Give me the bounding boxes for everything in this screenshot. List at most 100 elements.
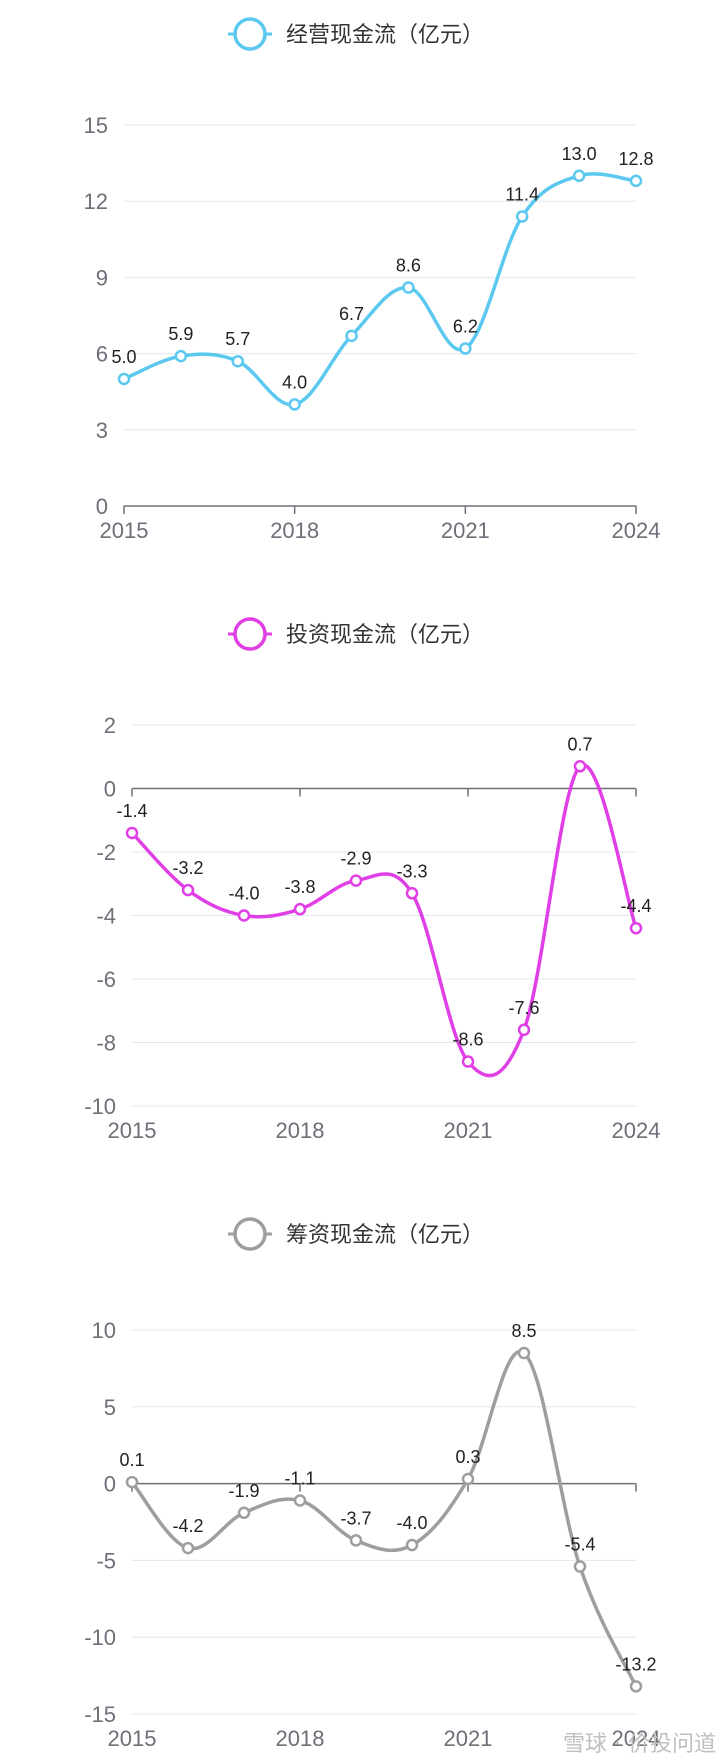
y-tick-label-3: -4 [96, 904, 116, 929]
data-label-5: 8.6 [396, 256, 421, 276]
data-point-1 [174, 349, 188, 363]
legend-label: 筹资现金流（亿元） [286, 1222, 484, 1247]
data-label-0: 0.1 [119, 1450, 144, 1470]
data-point-6 [461, 1472, 475, 1486]
data-label-6: 6.2 [453, 317, 478, 337]
y-tick-label-1: -10 [84, 1625, 116, 1650]
x-tick-label-2: 2021 [444, 1118, 493, 1143]
data-label-3: -1.1 [284, 1468, 315, 1488]
data-label-8: 13.0 [562, 144, 597, 164]
y-tick-label-2: -6 [96, 967, 116, 992]
y-tick-label-1: -8 [96, 1031, 116, 1056]
data-label-2: 5.7 [225, 329, 250, 349]
data-label-5: -3.3 [396, 861, 427, 881]
data-label-1: 5.9 [168, 324, 193, 344]
data-label-2: -1.9 [228, 1481, 259, 1501]
data-point-3 [288, 398, 301, 411]
data-point-8 [573, 1560, 587, 1573]
y-tick-label-2: 6 [96, 342, 108, 367]
legend: 投资现金流（亿元） [228, 617, 484, 651]
data-point-7 [517, 1023, 531, 1037]
data-label-7: 8.5 [511, 1321, 536, 1341]
series-line [130, 763, 638, 1078]
data-label-3: -3.8 [284, 877, 315, 897]
data-label-9: -13.2 [615, 1654, 656, 1674]
data-point-8 [573, 760, 587, 773]
legend-marker [233, 1217, 267, 1251]
data-label-4: 6.7 [339, 304, 364, 324]
y-tick-label-3: 9 [96, 265, 108, 290]
data-point-7 [517, 1346, 531, 1360]
data-point-9 [629, 921, 643, 935]
x-tick-label-1: 2018 [270, 518, 319, 543]
data-label-1: -3.2 [172, 858, 203, 878]
watermark: 雪球 · 价投问道 [563, 1732, 716, 1757]
x-tick-label-0: 2015 [108, 1726, 157, 1751]
data-point-0 [125, 1475, 139, 1489]
x-tick-label-2: 2021 [441, 518, 490, 543]
data-point-3 [293, 902, 307, 916]
x-tick-label-3: 2024 [612, 1118, 661, 1143]
x-tick-label-3: 2024 [612, 518, 661, 543]
data-label-3: 4.0 [282, 372, 307, 392]
y-tick-label-1: 3 [96, 418, 108, 443]
chart-2: 投资现金流（亿元） -10 -8 -6 -4 -2 0 2 2015 2018 2021 2024 -1… [84, 617, 661, 1143]
chart-3: 筹资现金流（亿元） -15 -10 -5 0 5 10 2015 2018 2021 2024 0.1… [84, 1217, 660, 1751]
data-point-0 [125, 826, 139, 840]
y-tick-label-2: -5 [96, 1548, 116, 1573]
data-label-5: -4.0 [396, 1513, 427, 1533]
data-point-2 [237, 1506, 251, 1520]
y-tick-label-5: 10 [92, 1318, 116, 1343]
data-point-3 [293, 1494, 307, 1507]
data-label-7: 11.4 [505, 184, 539, 204]
data-label-2: -4.0 [228, 884, 259, 904]
data-point-0 [117, 372, 131, 386]
legend-label: 投资现金流（亿元） [286, 622, 484, 647]
data-label-4: -2.9 [340, 849, 371, 869]
x-tick-label-1: 2018 [276, 1118, 325, 1143]
data-point-4 [349, 1534, 363, 1547]
data-point-5 [405, 1538, 419, 1552]
data-label-0: 5.0 [111, 347, 136, 367]
chart-1: 经营现金流（亿元） 0 3 6 9 12 15 2015 2018 2021 2024 5.0 5.9 5… [84, 17, 661, 543]
data-point-2 [231, 354, 245, 368]
data-label-6: -8.6 [452, 1030, 483, 1050]
legend-marker [233, 17, 267, 51]
data-point-2 [237, 909, 251, 922]
y-tick-label-4: 5 [104, 1395, 116, 1420]
data-label-9: -4.4 [620, 896, 651, 916]
data-label-9: 12.8 [618, 149, 653, 169]
series-line [123, 172, 637, 407]
y-tick-label-4: -2 [96, 840, 116, 865]
data-point-7 [515, 210, 529, 223]
y-tick-label-3: 0 [104, 1472, 116, 1497]
data-label-4: -3.7 [340, 1508, 371, 1528]
data-point-5 [402, 281, 415, 294]
legend-marker [233, 617, 267, 651]
data-point-1 [181, 1541, 195, 1555]
data-point-1 [181, 883, 195, 897]
data-label-7: -7.6 [508, 998, 539, 1018]
data-point-6 [459, 342, 472, 355]
x-tick-label-0: 2015 [100, 518, 149, 543]
y-tick-label-6: 2 [104, 713, 116, 738]
legend: 筹资现金流（亿元） [228, 1217, 484, 1251]
data-point-6 [461, 1055, 475, 1068]
legend-label: 经营现金流（亿元） [286, 22, 484, 47]
data-label-1: -4.2 [172, 1516, 203, 1536]
data-point-5 [405, 887, 419, 900]
data-label-8: -5.4 [564, 1535, 595, 1555]
data-point-9 [629, 1680, 643, 1693]
y-tick-label-5: 15 [84, 113, 108, 138]
data-label-0: -1.4 [116, 801, 147, 821]
x-tick-label-0: 2015 [108, 1118, 157, 1143]
y-tick-label-5: 0 [104, 777, 116, 802]
x-tick-label-1: 2018 [276, 1726, 325, 1751]
data-label-8: 0.7 [567, 734, 592, 754]
x-tick-label-2: 2021 [444, 1726, 493, 1751]
data-point-4 [349, 874, 363, 887]
data-label-6: 0.3 [455, 1447, 480, 1467]
y-tick-label-0: 0 [96, 494, 108, 519]
series-line [130, 1349, 638, 1688]
